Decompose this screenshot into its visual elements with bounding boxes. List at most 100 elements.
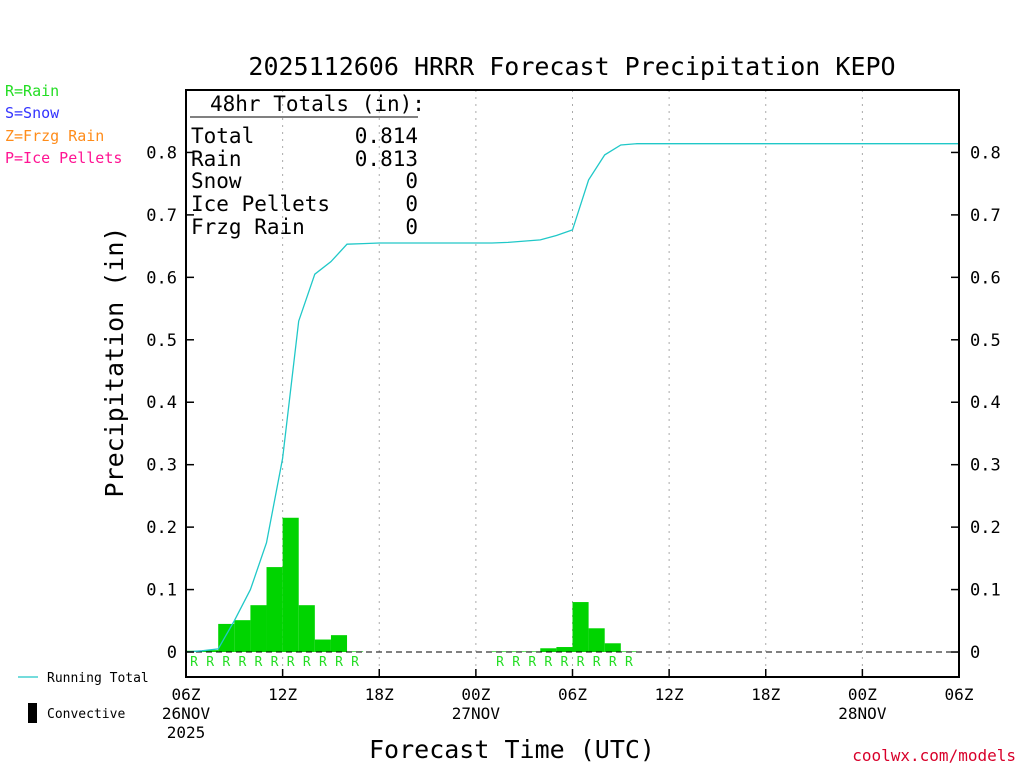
precip-type-mark: R bbox=[319, 655, 327, 670]
y-tick-label: 0.3 bbox=[970, 456, 1001, 476]
y-tick-label: 0 bbox=[167, 643, 177, 663]
totals-value-rain: 0.813 bbox=[355, 147, 418, 171]
totals-header: 48hr Totals (in): bbox=[210, 92, 425, 116]
totals-label-rain: Rain bbox=[191, 147, 242, 171]
y-tick-label: 0.1 bbox=[146, 581, 177, 601]
y-tick-label: 0.6 bbox=[970, 268, 1001, 288]
y-tick-label: 0.2 bbox=[970, 518, 1001, 538]
y-tick-label: 0.3 bbox=[146, 456, 177, 476]
x-tick-label: 00Z bbox=[848, 685, 877, 704]
precip-type-mark: R bbox=[206, 655, 214, 670]
x-tick-label: 27NOV bbox=[452, 704, 501, 723]
precip-bar bbox=[266, 567, 283, 653]
totals-box: 48hr Totals (in): Total 0.814 Rain 0.813… bbox=[190, 92, 425, 239]
running-total-line bbox=[185, 143, 959, 653]
y-tick-label: 0.6 bbox=[146, 268, 177, 288]
precip-type-mark: R bbox=[593, 655, 601, 670]
y-tick-label: 0.2 bbox=[146, 518, 177, 538]
y-tick-label: 0.8 bbox=[146, 143, 177, 163]
precip-bar bbox=[202, 650, 219, 653]
precip-bar bbox=[218, 623, 235, 653]
precip-bar bbox=[298, 605, 315, 653]
x-tick-label: 06Z bbox=[945, 685, 974, 704]
precip-type-mark: R bbox=[222, 655, 230, 670]
totals-label-snow: Snow bbox=[191, 169, 242, 193]
totals-value-total: 0.814 bbox=[355, 124, 418, 148]
precip-type-mark: R bbox=[609, 655, 617, 670]
precip-type-mark: R bbox=[238, 655, 246, 670]
hourly-precip-bars bbox=[186, 517, 637, 653]
precip-type-mark: R bbox=[351, 655, 359, 670]
running-total-label: Running Total bbox=[47, 671, 149, 686]
precip-type-mark: R bbox=[255, 655, 263, 670]
x-tick-label: 2025 bbox=[167, 723, 206, 742]
y-axis-right: 0 0.1 0.2 0.3 0.4 0.5 0.6 0.7 0.8 bbox=[951, 143, 1001, 663]
y-tick-label: 0.4 bbox=[970, 393, 1001, 413]
precip-bar bbox=[556, 647, 573, 653]
x-tick-label: 00Z bbox=[461, 685, 490, 704]
legend-frzg-rain: Z=Frzg Rain bbox=[5, 127, 104, 145]
y-tick-label: 0.7 bbox=[146, 206, 177, 226]
precip-bar bbox=[282, 517, 299, 653]
x-tick-label: 18Z bbox=[751, 685, 780, 704]
precip-type-mark: R bbox=[512, 655, 520, 670]
totals-value-snow: 0 bbox=[405, 169, 418, 193]
x-tick-label: 12Z bbox=[268, 685, 297, 704]
totals-value-ice-pellets: 0 bbox=[405, 192, 418, 216]
x-tick-label: 06Z bbox=[558, 685, 587, 704]
x-tick-label: 26NOV bbox=[162, 704, 211, 723]
precip-type-mark: R bbox=[561, 655, 569, 670]
totals-label-total: Total bbox=[191, 124, 254, 148]
y-tick-label: 0.8 bbox=[970, 143, 1001, 163]
totals-label-frzg-rain: Frzg Rain bbox=[191, 215, 305, 239]
vertical-gridlines bbox=[282, 90, 863, 677]
totals-label-ice-pellets: Ice Pellets bbox=[191, 192, 330, 216]
x-axis-label: Forecast Time (UTC) bbox=[369, 735, 655, 764]
convective-label: Convective bbox=[47, 707, 125, 722]
precip-type-mark: R bbox=[496, 655, 504, 670]
precip-type-mark: R bbox=[625, 655, 633, 670]
chart-title: 2025112606 HRRR Forecast Precipitation K… bbox=[248, 52, 895, 81]
y-tick-label: 0.5 bbox=[146, 331, 177, 351]
precip-bar bbox=[234, 620, 251, 653]
precip-bar bbox=[572, 602, 589, 653]
y-tick-label: 0.5 bbox=[970, 331, 1001, 351]
x-tick-label: 28NOV bbox=[838, 704, 887, 723]
precip-type-mark: R bbox=[303, 655, 311, 670]
precip-bar bbox=[250, 605, 267, 653]
precip-bar bbox=[314, 639, 331, 653]
precip-bar bbox=[540, 648, 557, 653]
legend-snow: S=Snow bbox=[5, 104, 60, 122]
totals-value-frzg-rain: 0 bbox=[405, 215, 418, 239]
legend-ice-pellets: P=Ice Pellets bbox=[5, 149, 122, 167]
precip-type-mark: R bbox=[528, 655, 536, 670]
precip-bar bbox=[588, 628, 605, 653]
precip-type-mark: R bbox=[287, 655, 295, 670]
credit-text: coolwx.com/models bbox=[852, 746, 1016, 765]
precip-type-mark: R bbox=[544, 655, 552, 670]
precip-type-mark: R bbox=[271, 655, 279, 670]
series-legend: Running Total Convective bbox=[18, 671, 149, 723]
x-tick-label: 06Z bbox=[172, 685, 201, 704]
y-tick-label: 0.7 bbox=[970, 206, 1001, 226]
precip-bar bbox=[604, 643, 621, 653]
precip-bar bbox=[347, 651, 364, 653]
y-tick-label: 0.4 bbox=[146, 393, 177, 413]
precip-type-mark: R bbox=[577, 655, 585, 670]
precip-bar bbox=[524, 651, 541, 653]
precip-bar bbox=[330, 635, 348, 653]
legend-rain: R=Rain bbox=[5, 82, 59, 100]
y-axis-label: Precipitation (in) bbox=[100, 227, 129, 498]
x-tick-label: 18Z bbox=[365, 685, 394, 704]
y-tick-label: 0.1 bbox=[970, 581, 1001, 601]
convective-swatch bbox=[28, 703, 37, 723]
precip-type-legend: R=Rain S=Snow Z=Frzg Rain P=Ice Pellets bbox=[5, 82, 122, 167]
precip-type-mark: R bbox=[335, 655, 343, 670]
x-tick-label: 12Z bbox=[655, 685, 684, 704]
y-tick-label: 0 bbox=[970, 643, 980, 663]
precip-type-mark: R bbox=[190, 655, 198, 670]
y-axis-left: 0 0.1 0.2 0.3 0.4 0.5 0.6 0.7 0.8 bbox=[146, 143, 194, 663]
